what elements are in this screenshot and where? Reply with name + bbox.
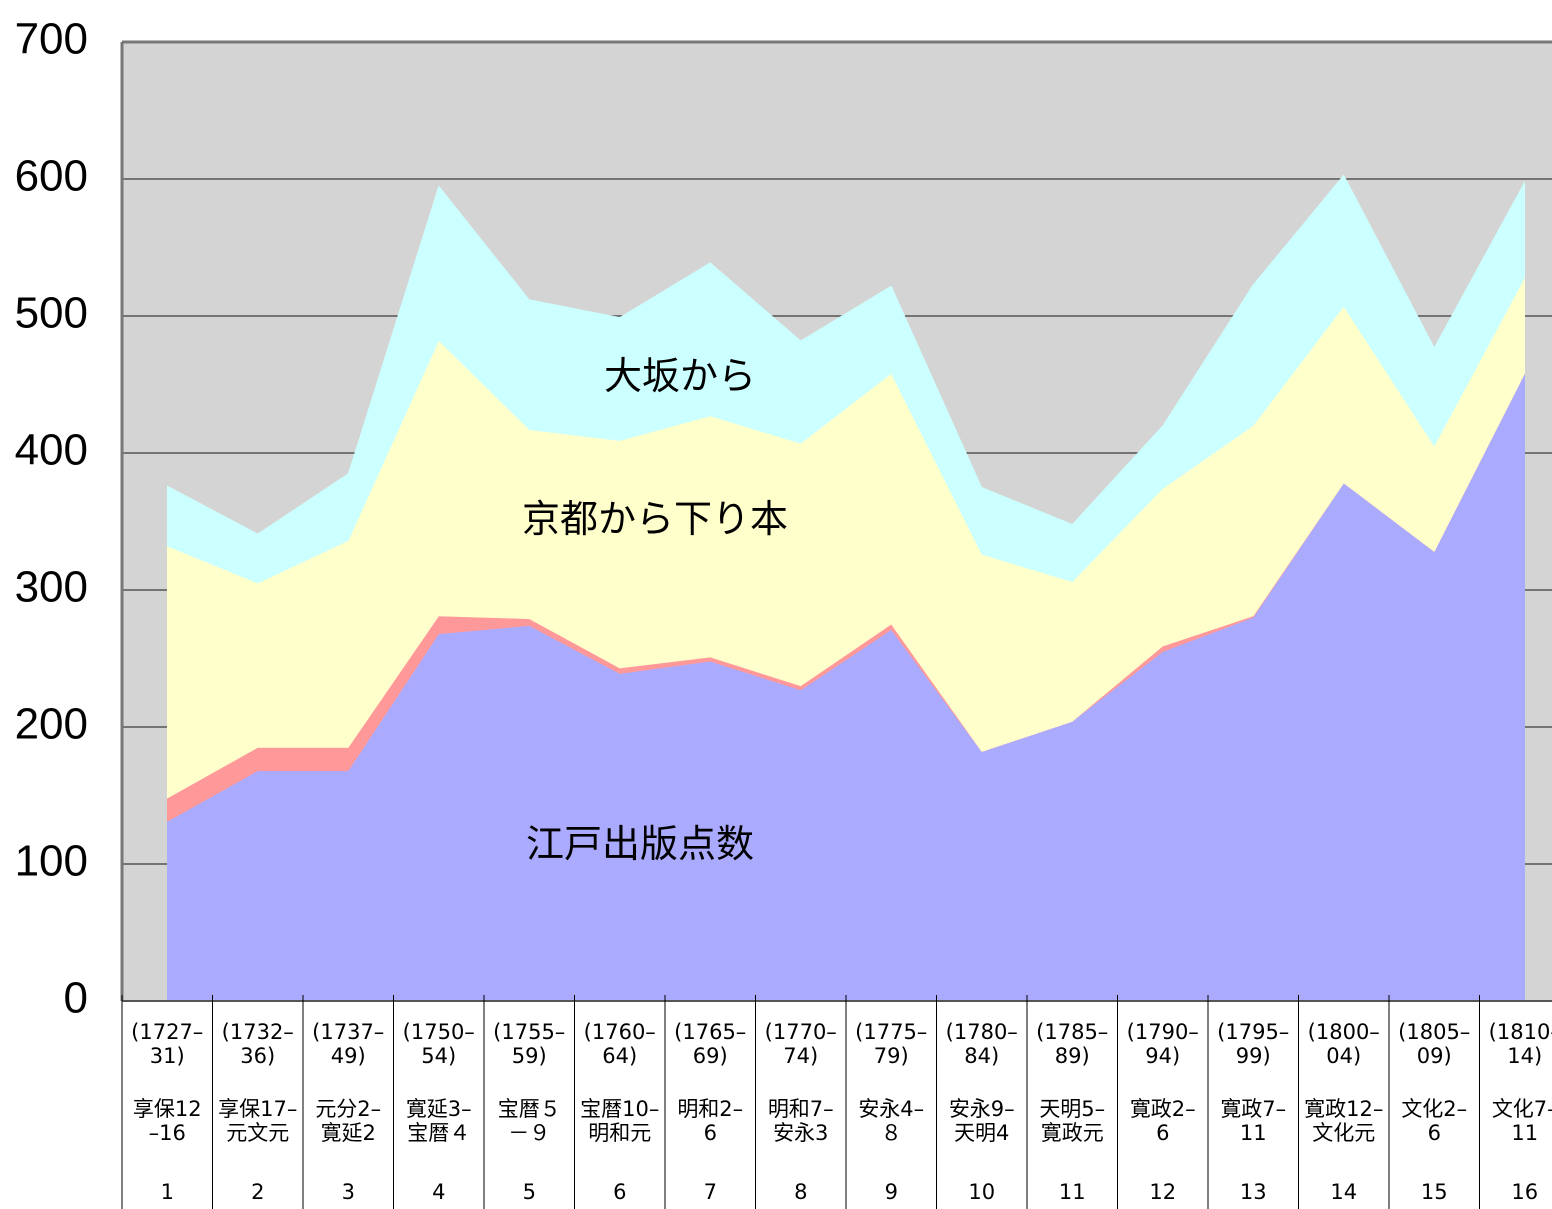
- x-tick-label: 16: [1511, 1180, 1539, 1204]
- x-tick-label: 2: [251, 1180, 265, 1204]
- x-tick-label: 11: [1058, 1180, 1086, 1204]
- y-tick-label: 300: [15, 563, 88, 612]
- period-label: (1732– 36): [221, 1020, 294, 1068]
- era-label: 宝暦５ －９: [497, 1097, 561, 1145]
- period-label: (1785– 89): [1036, 1020, 1109, 1068]
- period-label: (1760– 64): [583, 1020, 656, 1068]
- x-tick-label: 5: [522, 1180, 536, 1204]
- y-tick-label: 500: [15, 289, 88, 338]
- era-label: 安永4– ８: [858, 1097, 925, 1145]
- era-label: 安永9– 天明4: [948, 1097, 1015, 1145]
- era-label: 文化2– 6: [1401, 1097, 1468, 1145]
- era-label: 寛政12– 文化元: [1304, 1097, 1384, 1145]
- period-label: (1775– 79): [855, 1020, 928, 1068]
- series-label: 大坂から: [603, 354, 756, 398]
- x-tick-label: 13: [1239, 1180, 1267, 1204]
- period-label: (1780– 84): [945, 1020, 1018, 1068]
- y-tick-label: 100: [15, 837, 88, 886]
- x-tick-label: 6: [613, 1180, 627, 1204]
- period-label: (1727– 31): [131, 1020, 204, 1068]
- x-tick-label: 3: [341, 1180, 355, 1204]
- period-label: (1790– 94): [1126, 1020, 1199, 1068]
- x-tick-label: 4: [432, 1180, 446, 1204]
- era-label: 寛延3– 宝暦４: [405, 1097, 472, 1145]
- x-tick-label: 12: [1149, 1180, 1177, 1204]
- period-label: (1750– 54): [402, 1020, 475, 1068]
- y-tick-label: 0: [64, 974, 88, 1023]
- era-label: 享保17– 元文元: [218, 1097, 298, 1145]
- y-tick-label: 200: [15, 700, 88, 749]
- area: [167, 174, 1525, 584]
- era-label: 天明5– 寛政元: [1039, 1097, 1106, 1145]
- x-tick-label: 7: [703, 1180, 717, 1204]
- x-tick-label: 1: [160, 1180, 174, 1204]
- series-label: 江戸出版点数: [525, 822, 754, 866]
- x-tick-label: 10: [968, 1180, 996, 1204]
- period-label: (1810– 14): [1488, 1020, 1552, 1068]
- era-label: 元分2– 寛延2: [315, 1097, 382, 1145]
- period-label: (1737– 49): [312, 1020, 385, 1068]
- period-label: (1800– 04): [1307, 1020, 1380, 1068]
- x-tick-label: 15: [1420, 1180, 1448, 1204]
- period-label: (1795– 99): [1217, 1020, 1290, 1068]
- y-tick-label: 400: [15, 426, 88, 475]
- x-tick-label: 8: [794, 1180, 808, 1204]
- era-label: 明和7– 安永3: [767, 1097, 834, 1145]
- period-label: (1805– 09): [1398, 1020, 1471, 1068]
- period-label: (1770– 74): [764, 1020, 837, 1068]
- series-label: 京都から下り本: [521, 497, 788, 541]
- era-label: 寛政2– 6: [1129, 1097, 1196, 1145]
- era-label: 寛政7– 11: [1220, 1097, 1287, 1145]
- x-tick-label: 14: [1330, 1180, 1358, 1204]
- era-label: 享保12 –16: [132, 1097, 202, 1145]
- period-label: (1755– 59): [493, 1020, 566, 1068]
- era-label: 宝暦10– 明和元: [580, 1097, 660, 1145]
- era-label: 文化7– 11: [1491, 1097, 1552, 1145]
- y-tick-label: 700: [15, 15, 88, 64]
- era-label: 明和2– 6: [677, 1097, 744, 1145]
- x-tick-label: 9: [884, 1180, 898, 1204]
- period-label: (1765– 69): [674, 1020, 747, 1068]
- y-tick-label: 600: [15, 152, 88, 201]
